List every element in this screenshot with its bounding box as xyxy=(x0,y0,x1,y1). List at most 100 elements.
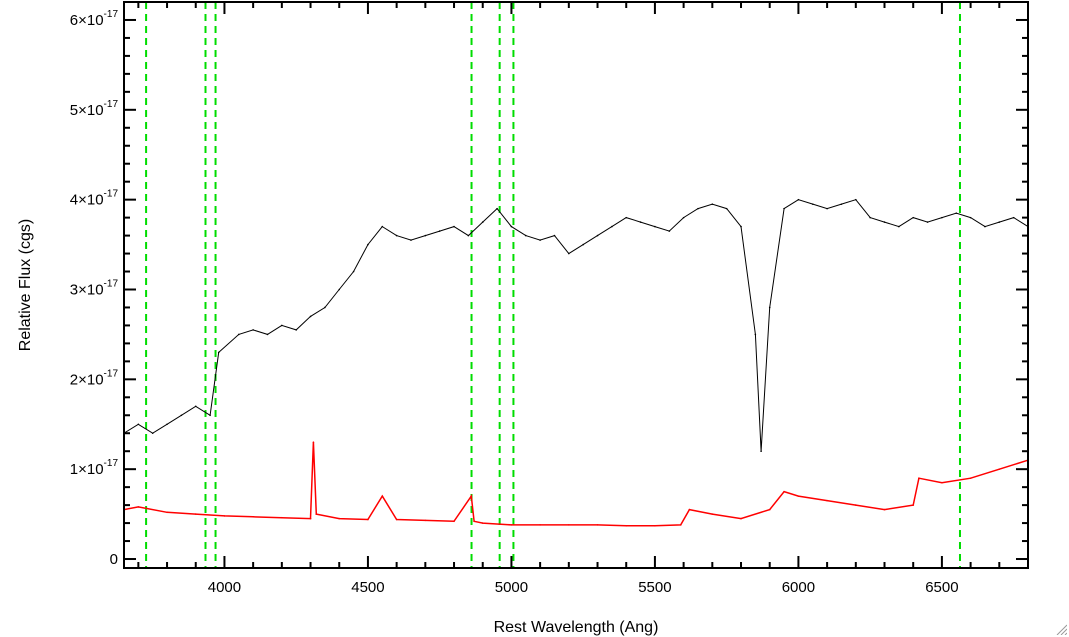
series-1-point xyxy=(381,495,384,497)
series-0-point xyxy=(840,203,843,205)
series-0-point xyxy=(553,234,556,237)
series-0-point xyxy=(926,221,929,223)
series-0-point xyxy=(768,306,771,309)
series-0-point xyxy=(711,203,714,205)
reference-lines xyxy=(145,2,961,568)
series-0-point xyxy=(783,207,785,210)
series-0-point xyxy=(826,207,828,210)
series-0-point xyxy=(281,324,283,327)
series-0-point xyxy=(209,414,211,417)
series-1-point xyxy=(338,517,341,520)
tick-labels: 4000 4500 5000 5500 6000 6500 0 1×10-17 2×10-17 3… xyxy=(70,9,959,596)
series-0-point xyxy=(639,221,642,223)
y-tick-label: 5×10-17 xyxy=(70,99,119,119)
series-0-point xyxy=(697,207,699,210)
series-0-point xyxy=(668,230,671,232)
x-tick-label: 6000 xyxy=(782,579,815,596)
series-0-point xyxy=(381,225,384,228)
series-1-point xyxy=(855,504,857,506)
series-0-point xyxy=(582,243,584,246)
series-0-point xyxy=(180,414,183,417)
series-1-point xyxy=(395,518,398,521)
y-tick-label: 4×10-17 xyxy=(70,189,119,209)
series-1-point xyxy=(679,524,682,526)
series-1-point xyxy=(367,518,369,521)
series-1-point xyxy=(740,517,742,520)
y-tick-label: 2×10-17 xyxy=(70,368,119,388)
series-0-point xyxy=(352,270,355,273)
series-layer xyxy=(123,198,1029,527)
resize-grip-icon[interactable] xyxy=(1055,623,1067,635)
series-0-point xyxy=(151,432,154,435)
series-1-point xyxy=(654,524,656,527)
series-1-point xyxy=(912,504,915,506)
series-0-point xyxy=(912,216,915,219)
series-1-point xyxy=(252,515,254,518)
series-0-point xyxy=(998,221,1001,223)
series-1-point xyxy=(470,495,473,497)
axis-ticks xyxy=(124,2,1029,568)
series-0-point xyxy=(496,207,498,210)
series-0-point xyxy=(309,315,312,318)
series-1-point xyxy=(568,524,570,526)
series-1-point xyxy=(941,481,943,484)
series-line-0 xyxy=(123,199,1029,452)
series-0-point xyxy=(166,423,168,426)
series-0-point xyxy=(1012,216,1015,219)
series-0-point xyxy=(424,234,427,237)
series-0-point xyxy=(654,225,656,228)
series-1-point xyxy=(596,524,599,526)
series-0-point xyxy=(410,239,412,241)
series-0-point xyxy=(367,243,369,246)
series-0-point xyxy=(969,216,972,219)
series-0-point xyxy=(941,216,943,219)
series-0-point xyxy=(510,225,513,228)
series-1-point xyxy=(453,520,455,523)
series-0-point xyxy=(611,225,613,228)
series-0-point xyxy=(811,203,814,205)
series-0-point xyxy=(539,239,541,241)
series-1-point xyxy=(510,524,513,526)
series-0-point xyxy=(754,333,757,336)
series-0-point xyxy=(252,329,254,331)
series-0-point xyxy=(438,230,441,232)
series-0-point xyxy=(266,333,269,336)
x-tick-label: 4000 xyxy=(208,579,241,596)
series-1-point xyxy=(998,468,1001,470)
series-1-point xyxy=(826,499,828,502)
x-tick-label: 6500 xyxy=(925,579,958,596)
series-0-point xyxy=(395,234,398,237)
series-0-point xyxy=(137,423,140,426)
series-0-point xyxy=(324,306,326,309)
series-0-point xyxy=(869,216,871,219)
series-1-point xyxy=(194,513,197,515)
series-0-point xyxy=(760,450,762,453)
series-1-point xyxy=(711,513,714,515)
plot-frame xyxy=(123,1,1029,569)
series-1-point xyxy=(797,495,800,497)
series-0-point xyxy=(855,198,857,201)
series-0-point xyxy=(682,216,685,219)
series-1-point xyxy=(768,508,771,511)
series-0-point xyxy=(883,221,886,223)
series-1-point xyxy=(281,516,283,519)
series-1-point xyxy=(315,513,318,515)
series-0-point xyxy=(984,225,986,228)
series-1-point xyxy=(883,508,886,511)
x-axis-title: Rest Wavelength (Ang) xyxy=(494,619,659,636)
series-0-point xyxy=(295,329,297,331)
series-1-point xyxy=(309,517,312,520)
y-axis-title: Relative Flux (cgs) xyxy=(17,219,34,351)
series-0-point xyxy=(453,225,455,228)
x-tick-label: 4500 xyxy=(351,579,384,596)
series-1-point xyxy=(223,515,226,517)
series-1-point xyxy=(688,508,691,511)
series-0-point xyxy=(740,225,742,228)
series-0-point xyxy=(194,405,197,408)
series-1-point xyxy=(625,524,628,527)
series-1-point xyxy=(539,524,541,526)
series-0-point xyxy=(625,216,628,219)
y-tick-label: 0 xyxy=(110,551,118,568)
series-0-point xyxy=(725,207,728,210)
